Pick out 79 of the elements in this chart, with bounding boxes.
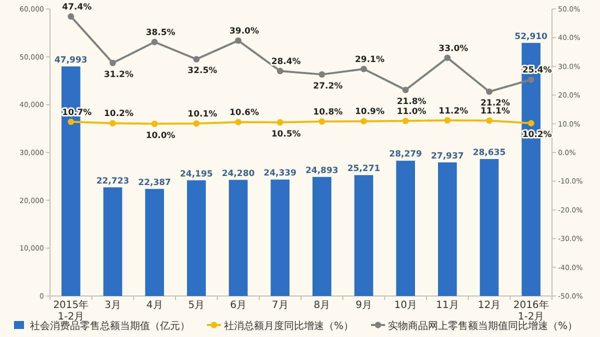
bar: [228, 180, 248, 296]
x-tick-label: 12月: [478, 300, 501, 311]
data-label: 22,387: [138, 178, 172, 188]
data-label: 10.6%: [230, 108, 260, 118]
data-label: 27.2%: [313, 81, 344, 92]
data-label: 39.0%: [230, 26, 260, 37]
bar: [145, 188, 164, 296]
point: [528, 76, 534, 83]
point: [486, 88, 492, 95]
data-label: 27,937: [431, 151, 464, 162]
data-label: 10.2%: [104, 109, 134, 120]
bar: [187, 180, 206, 296]
data-label: 11.0%: [396, 106, 427, 117]
point: [318, 71, 326, 78]
bar: [354, 175, 374, 296]
x-tick-label: 3月: [104, 300, 121, 311]
point: [402, 118, 409, 124]
point: [276, 119, 284, 126]
data-label: 22,723: [96, 176, 130, 186]
data-label: 33.0%: [438, 44, 469, 54]
point: [193, 120, 200, 127]
data-label: 21.8%: [396, 96, 427, 107]
data-label: 10.9%: [355, 107, 385, 118]
x-tick-label: 7月: [272, 300, 288, 311]
legend-label: 社消总额月度同比增速（%）: [224, 320, 354, 332]
data-label: 24,195: [180, 169, 213, 180]
x-tick-label: 6月: [230, 300, 246, 311]
point: [68, 118, 74, 125]
data-label: 32.5%: [188, 66, 218, 76]
point: [151, 120, 158, 127]
point: [360, 66, 367, 72]
point: [444, 117, 451, 124]
bar: [396, 160, 415, 296]
point: [402, 86, 409, 94]
legend-label: 社会消费品零售总额当期值（亿元）: [30, 320, 190, 332]
point: [528, 120, 534, 126]
point: [235, 37, 242, 44]
data-label: 52,910: [514, 32, 548, 42]
point: [276, 68, 284, 74]
bar: [103, 187, 122, 296]
data-label: 47,993: [54, 55, 88, 66]
x-tick-label: 8月: [314, 300, 330, 311]
x-tick-label: 5月: [188, 300, 205, 311]
data-label: 38.5%: [146, 28, 176, 38]
x-tick-label: 9月: [356, 300, 372, 311]
data-label: 24,339: [264, 168, 297, 179]
x-tick-label: 10月: [394, 300, 417, 311]
point: [193, 56, 200, 62]
bar: [438, 162, 457, 296]
data-label: 10.5%: [271, 129, 302, 140]
legend-label: 实物商品网上零售额当期值同比增速（%）: [388, 320, 578, 332]
data-label: 28,635: [472, 148, 506, 158]
data-label: 24,280: [222, 168, 255, 179]
point: [68, 13, 74, 20]
bar: [480, 159, 499, 296]
bar: [270, 180, 290, 296]
point: [486, 117, 492, 124]
x-tick-label: 11月: [436, 300, 459, 311]
point: [235, 118, 242, 126]
data-label: 10.8%: [313, 108, 344, 118]
data-label: 25,271: [347, 164, 380, 174]
data-label: 10.0%: [146, 130, 176, 141]
data-label: 10.1%: [188, 110, 218, 120]
x-tick-label: 4月: [146, 300, 163, 311]
bar: [312, 176, 332, 296]
point: [110, 120, 116, 126]
data-label: 11.2%: [438, 106, 469, 116]
point: [318, 118, 326, 125]
data-label: 28,279: [389, 150, 422, 160]
data-label: 11.1%: [480, 106, 510, 117]
data-label: 28.4%: [271, 56, 302, 67]
data-label: 31.2%: [104, 70, 134, 80]
point: [360, 118, 367, 124]
data-label: 24,893: [306, 166, 338, 176]
data-label: 29.1%: [355, 54, 385, 65]
data-label: 47.4%: [62, 2, 92, 12]
point: [151, 38, 158, 46]
point: [110, 60, 116, 66]
point: [444, 54, 451, 61]
